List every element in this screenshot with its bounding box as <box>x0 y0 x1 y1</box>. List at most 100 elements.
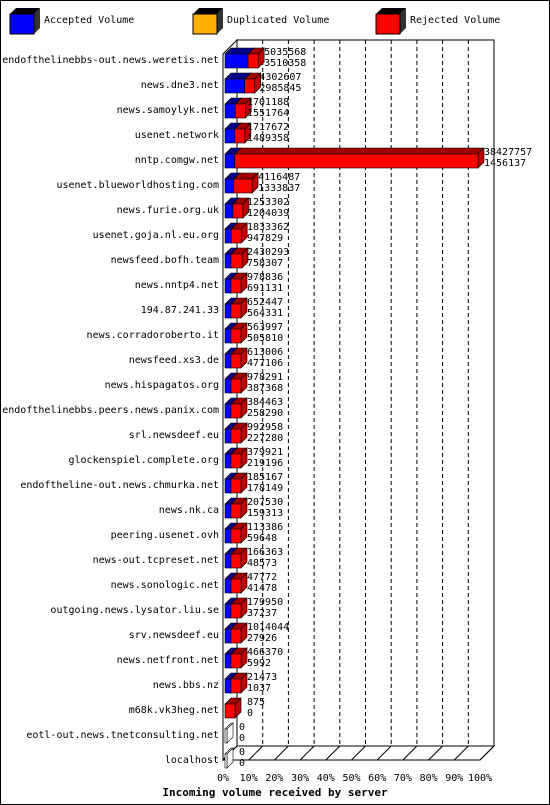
category-label: endofthelinebbs.peers.news.panix.com <box>2 405 219 416</box>
bar-accepted-face <box>224 53 249 69</box>
value-label-accepted: 219196 <box>247 458 283 469</box>
value-label-accepted: 1037 <box>247 683 271 694</box>
category-label: 194.87.241.33 <box>141 305 219 316</box>
bar-rejected <box>224 697 242 719</box>
x-axis-title: Incoming volume received by server <box>162 786 388 799</box>
category-label: news.samoylyk.net <box>117 105 219 116</box>
legend-swatch <box>192 13 218 35</box>
bar-accepted-face <box>224 428 232 444</box>
floor-tick <box>428 745 443 761</box>
category-label: glockenspiel.complete.org <box>68 455 219 466</box>
floor-tick <box>479 745 495 761</box>
floor-tick <box>248 745 264 761</box>
bar-rejected-face <box>230 403 242 419</box>
floor-tick <box>325 745 341 761</box>
bar-rejected <box>230 297 248 319</box>
category-label: endofthelinebbs-out.news.weretis.net <box>2 55 219 66</box>
legend-item: Accepted Volume <box>9 8 134 35</box>
bar-rejected <box>230 647 248 669</box>
value-label-accepted: 178149 <box>247 483 283 494</box>
bar-rejected-face <box>230 628 242 644</box>
value-label-accepted: 947829 <box>247 233 283 244</box>
bar-accepted-face <box>224 128 236 144</box>
value-label-total: 1014044 <box>247 622 289 633</box>
bar-accepted-face <box>224 328 232 344</box>
value-label-total: 47772 <box>247 572 277 583</box>
bar-rejected-face <box>244 78 255 94</box>
category-label: peering.usenet.ovh <box>111 530 219 541</box>
x-tick-label: 70% <box>394 773 412 784</box>
x-tick-label: 40% <box>317 773 335 784</box>
value-label-accepted: 0 <box>239 758 245 769</box>
bar-rejected-face <box>230 678 242 694</box>
value-label-total: 113386 <box>247 522 283 533</box>
bar-rejected-face <box>230 653 242 669</box>
bar-rejected-face <box>234 128 246 144</box>
value-label-total: 4302607 <box>259 72 301 83</box>
bar-accepted-face <box>224 303 232 319</box>
value-label-total: 875 <box>247 697 265 708</box>
value-label-total: 166363 <box>247 547 283 558</box>
x-tick-label: 60% <box>368 773 386 784</box>
category-label: srl.newsdeef.eu <box>129 430 219 441</box>
bar-rejected <box>230 372 248 394</box>
legend-label: Rejected Volume <box>410 15 500 26</box>
bar-accepted-face <box>224 453 232 469</box>
bar-accepted-face <box>224 478 232 494</box>
value-label-total: 5035568 <box>264 47 306 58</box>
bar-accepted-face <box>224 528 232 544</box>
bar-rejected-face <box>230 603 242 619</box>
value-label-accepted: 1489358 <box>247 133 289 144</box>
bar-rejected-face <box>230 378 242 394</box>
value-label-total: 0 <box>239 747 245 758</box>
bar-rejected <box>230 222 248 244</box>
x-tick-label: 10% <box>240 773 258 784</box>
bar-rejected <box>232 197 250 219</box>
bar-rejected <box>230 347 248 369</box>
value-label-total: 2430293 <box>247 247 289 258</box>
bar-rejected <box>230 397 248 419</box>
bar-rejected <box>243 72 262 94</box>
bar-rejected-face <box>233 178 253 194</box>
bar-rejected-face <box>230 428 242 444</box>
bar-rejected-face <box>230 553 242 569</box>
value-label-accepted: 1204039 <box>247 208 289 219</box>
bars <box>224 47 485 769</box>
value-label-accepted: 3510358 <box>264 58 306 69</box>
bar-rejected-face <box>230 528 242 544</box>
category-labels: endofthelinebbs-out.news.weretis.net news… <box>2 55 219 766</box>
bar-rejected <box>233 172 259 194</box>
bar-accepted-face <box>224 578 232 594</box>
x-tick-label: 20% <box>265 773 283 784</box>
category-label: usenet.blueworldhosting.com <box>56 180 219 191</box>
bar-empty-face <box>224 753 228 769</box>
category-label: news.bbs.nz <box>153 680 219 691</box>
x-tick-label: 30% <box>291 773 309 784</box>
x-tick-label: 100% <box>468 773 492 784</box>
bar-rejected-face <box>230 303 242 319</box>
category-label: eotl-out.news.tnetconsulting.net <box>26 730 219 741</box>
category-label: newsfeed.xs3.de <box>129 355 219 366</box>
category-label: nntp.comgw.net <box>135 155 219 166</box>
floor-tick <box>453 745 469 761</box>
bar-rejected <box>234 122 252 144</box>
legend-label: Accepted Volume <box>44 15 134 26</box>
value-label-total: 1701188 <box>247 97 289 108</box>
legend-item: Rejected Volume <box>375 8 500 35</box>
bar-rejected <box>230 472 248 494</box>
bar-accepted-face <box>224 628 232 644</box>
bar-rejected <box>233 147 485 169</box>
value-label-total: 978836 <box>247 272 283 283</box>
value-label-accepted: 691131 <box>247 283 283 294</box>
bar-rejected-face <box>230 228 242 244</box>
value-label-accepted: 564331 <box>247 308 283 319</box>
value-label-accepted: 5992 <box>247 658 271 669</box>
category-label: news-out.tcpreset.net <box>93 555 219 566</box>
bar-rejected-face <box>230 253 243 269</box>
x-tick-label: 0% <box>217 773 229 784</box>
legend-label: Duplicated Volume <box>227 15 329 26</box>
bar-accepted-face <box>224 178 235 194</box>
bar-empty-face <box>224 728 228 744</box>
bar-accepted-face <box>224 653 232 669</box>
